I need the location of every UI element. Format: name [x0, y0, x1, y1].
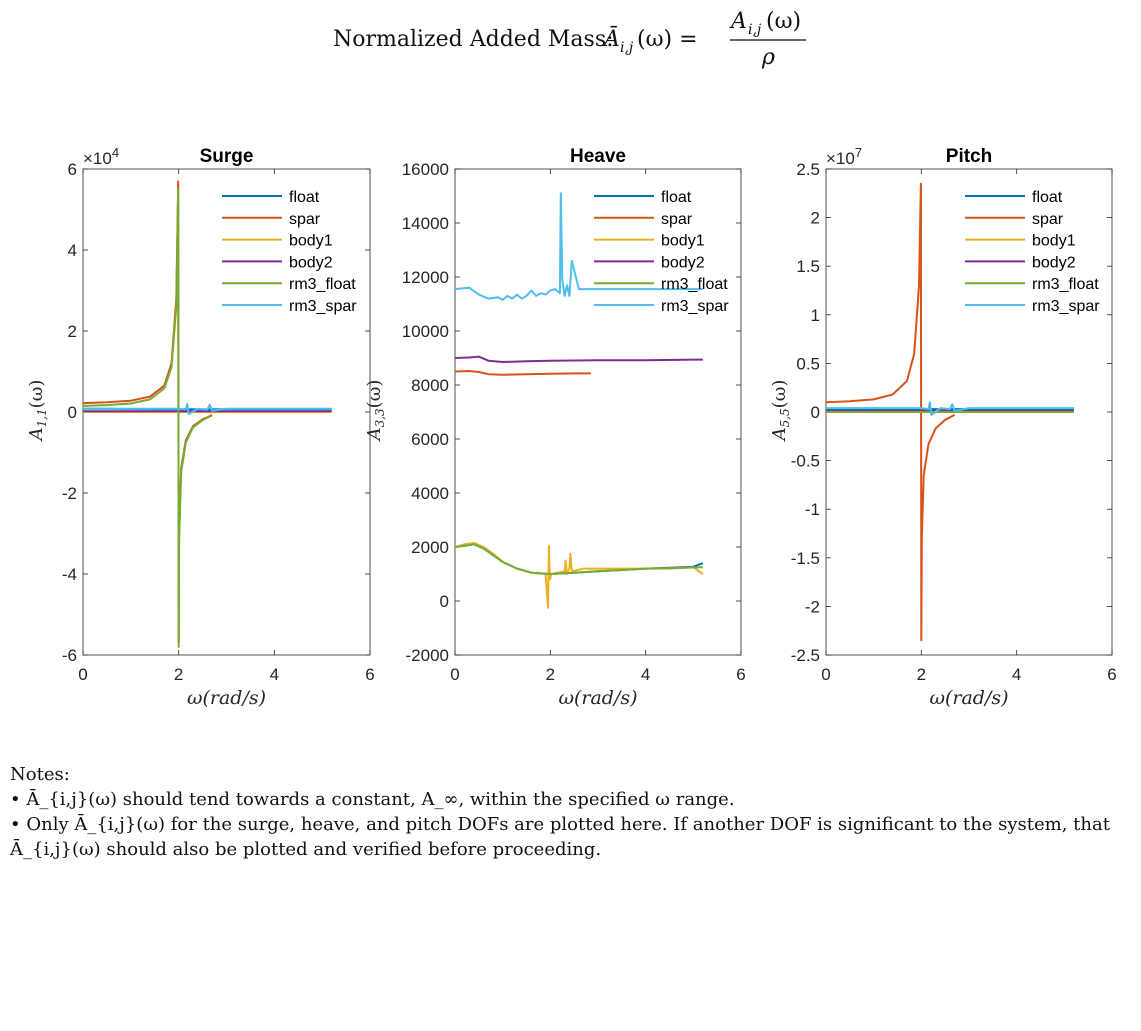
series-line-rm3_spar	[83, 402, 332, 415]
y-tick-label: 0	[440, 592, 449, 611]
legend-label-spar: spar	[661, 211, 693, 228]
legend-label-spar: spar	[1032, 211, 1064, 228]
notes-heading: Notes:	[10, 764, 70, 785]
figure-title: Normalized Added Mass: Ā i,j (ω) = A i,j…	[333, 9, 806, 70]
y-tick-label: 1	[811, 306, 820, 325]
y-tick-label: 0	[68, 403, 77, 422]
x-tick-label: 0	[450, 665, 459, 684]
x-tick-label: 6	[736, 665, 745, 684]
chart-title: Heave	[570, 146, 626, 167]
x-axis-label: ω(rad/s)	[929, 687, 1008, 709]
series-line-rm3_spar	[826, 401, 1074, 416]
legend-label-float: float	[289, 189, 320, 206]
legend-label-rm3_float: rm3_float	[1032, 276, 1099, 293]
y-tick-label: -2	[62, 484, 77, 503]
y-tick-label: 6000	[411, 430, 449, 449]
title-num-arg: (ω)	[766, 9, 801, 34]
y-tick-label: 0	[811, 403, 820, 422]
title-lhs-sub: i,j	[620, 40, 634, 56]
y-tick-label: 14000	[402, 214, 449, 233]
notes-item-1: • Ā_{i,j}(ω) should tend towards a const…	[10, 789, 735, 810]
chart-surge: 0 2 4 6 -6 -4 -2 0 2 4 6 Surge ×104 ω(rad/s) A1,1(ω) fl…	[26, 145, 375, 709]
legend-label-rm3_float: rm3_float	[289, 276, 356, 293]
title-num-sub: i,j	[748, 22, 762, 38]
chart-pitch: 0 2 4 6 -2.5 -2 -1.5 -1 -0.5 0 0.5 1 1.5 2 2.5 Pitch ×10…	[769, 145, 1117, 709]
x-tick-label: 6	[1107, 665, 1116, 684]
x-tick-label: 2	[546, 665, 555, 684]
legend-label-rm3_spar: rm3_spar	[289, 298, 357, 315]
x-axis-label: ω(rad/s)	[558, 687, 637, 709]
legend-label-spar: spar	[289, 211, 321, 228]
x-axis-label: ω(rad/s)	[187, 687, 266, 709]
y-tick-label: -1	[805, 500, 820, 519]
legend-label-body2: body2	[289, 254, 333, 271]
legend-label-body1: body1	[661, 233, 705, 250]
x-tick-label: 6	[365, 665, 374, 684]
legend-label-body1: body1	[289, 233, 333, 250]
x-tick-label: 2	[917, 665, 926, 684]
y-tick-label: 12000	[402, 268, 449, 287]
x-tick-label: 2	[174, 665, 183, 684]
notes: Notes: • Ā_{i,j}(ω) should tend towards …	[10, 762, 1130, 862]
series-line-rm3_float	[455, 543, 703, 575]
x-tick-label: 0	[78, 665, 87, 684]
y-tick-label: 0.5	[796, 354, 820, 373]
series-line-spar	[826, 182, 956, 642]
chart-heave: 0 2 4 6-20000200040006000800010000120001400…	[364, 146, 746, 709]
y-tick-label: 2.5	[796, 160, 820, 179]
y-tick-label: -1.5	[791, 549, 820, 568]
y-tick-label: 8000	[411, 376, 449, 395]
series-line-body2	[455, 355, 703, 363]
notes-item-2: • Only Ā_{i,j}(ω) for the surge, heave, …	[10, 814, 1110, 860]
title-den: ρ	[761, 45, 775, 70]
series-lines	[826, 182, 1074, 642]
axis-exponent: ×107	[826, 145, 862, 168]
title-lhs-arg: (ω) =	[637, 27, 698, 52]
title-lhs: Ā	[602, 26, 620, 52]
series-line-rm3_float	[83, 188, 211, 648]
title-prefix: Normalized Added Mass:	[333, 27, 614, 52]
y-tick-label: -2000	[406, 646, 449, 665]
x-tick-label: 0	[821, 665, 830, 684]
series-line-rm3_spar	[455, 192, 703, 301]
x-tick-label: 4	[1012, 665, 1021, 684]
legend-label-rm3_spar: rm3_spar	[1032, 298, 1100, 315]
y-tick-label: 4	[68, 241, 77, 260]
charts: 0 2 4 6 -6 -4 -2 0 2 4 6 Surge ×104 ω(rad/s) A1,1(ω) fl…	[26, 145, 1117, 709]
legend-label-body2: body2	[661, 254, 705, 271]
plot-area	[454, 168, 742, 656]
legend-label-rm3_spar: rm3_spar	[661, 298, 729, 315]
legend-label-body1: body1	[1032, 233, 1076, 250]
y-axis-label: A1,1(ω)	[26, 380, 49, 443]
x-tick-label: 4	[270, 665, 279, 684]
axis-exponent: ×104	[83, 145, 119, 168]
x-tick-label: 4	[641, 665, 650, 684]
chart-title: Pitch	[946, 146, 992, 167]
y-tick-label: 10000	[402, 322, 449, 341]
y-tick-label: 16000	[402, 160, 449, 179]
y-tick-label: -0.5	[791, 452, 820, 471]
series-line-spar	[455, 370, 591, 376]
y-tick-label: 6	[68, 160, 77, 179]
chart-title: Surge	[200, 146, 254, 167]
y-tick-label: 1.5	[796, 257, 820, 276]
y-tick-label: 2000	[411, 538, 449, 557]
legend-label-body2: body2	[1032, 254, 1076, 271]
y-tick-label: 2	[68, 322, 77, 341]
y-tick-label: -4	[62, 565, 77, 584]
series-lines	[83, 180, 332, 648]
y-tick-label: 4000	[411, 484, 449, 503]
series-lines	[455, 192, 704, 609]
y-axis-label: A5,5(ω)	[769, 380, 792, 443]
title-num: A	[729, 9, 747, 34]
y-tick-label: -2	[805, 597, 820, 616]
y-tick-label: -2.5	[791, 646, 820, 665]
y-tick-label: -6	[62, 646, 77, 665]
y-tick-label: 2	[811, 209, 820, 228]
legend-label-rm3_float: rm3_float	[661, 276, 728, 293]
legend-label-float: float	[1032, 189, 1063, 206]
y-axis-label: A3,3(ω)	[364, 380, 387, 443]
legend-label-float: float	[661, 189, 692, 206]
